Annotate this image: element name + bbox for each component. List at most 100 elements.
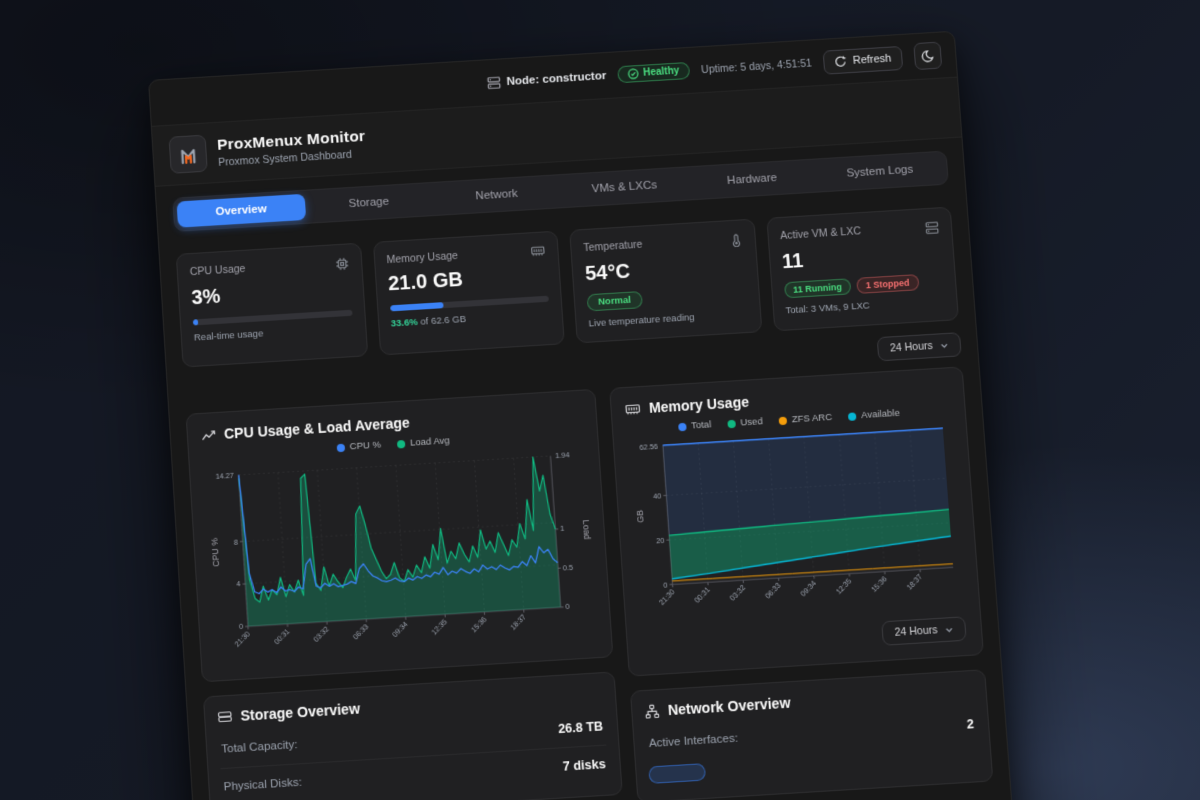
dashboard-columns: CPU Usage & Load Average CPU % Load Avg 2… bbox=[186, 366, 994, 800]
svg-text:4: 4 bbox=[236, 580, 241, 589]
interface-badge[interactable] bbox=[648, 763, 706, 784]
svg-text:40: 40 bbox=[653, 491, 662, 501]
legend-label: Available bbox=[861, 408, 900, 421]
svg-text:15:36: 15:36 bbox=[469, 615, 488, 635]
legend-label: CPU % bbox=[349, 439, 381, 452]
legend-label: Used bbox=[740, 416, 763, 428]
memory-progress-fill bbox=[390, 302, 444, 311]
tab-overview[interactable]: Overview bbox=[177, 194, 306, 228]
memory-chart-svg: 21:30 00:31 03:32 06:33 09:34 12:35 15:36 18:37… bbox=[627, 418, 967, 633]
legend-item: Total bbox=[678, 419, 712, 432]
svg-text:03:32: 03:32 bbox=[728, 583, 747, 603]
svg-text:00:31: 00:31 bbox=[693, 585, 712, 605]
cpu-progress-bar bbox=[193, 310, 352, 326]
svg-text:03:32: 03:32 bbox=[311, 624, 330, 644]
cpu-chart-title: CPU Usage & Load Average bbox=[224, 414, 411, 442]
hard-drive-icon bbox=[217, 709, 233, 724]
legend-label: Total bbox=[691, 419, 712, 431]
svg-text:18:37: 18:37 bbox=[905, 572, 924, 592]
memory-time-range-select[interactable]: 24 Hours bbox=[882, 617, 967, 646]
legend-item: Available bbox=[848, 408, 900, 422]
storage-card-title: Storage Overview bbox=[240, 700, 360, 724]
proxmenux-logo bbox=[169, 135, 208, 174]
vm-running-badge: 11 Running bbox=[784, 278, 852, 298]
cpu-value: 3% bbox=[191, 278, 351, 311]
temperature-card: Temperature 54°C Normal Live temperature… bbox=[569, 219, 762, 344]
cpu-note: Real-time usage bbox=[194, 323, 354, 344]
memory-value: 21.0 GB bbox=[388, 264, 548, 297]
legend-item: Used bbox=[727, 416, 763, 429]
svg-text:0: 0 bbox=[663, 580, 668, 589]
active-vm-card: Active VM & LXC 11 11 Running 1 Stopped bbox=[766, 207, 959, 332]
legend-item: ZFS ARC bbox=[778, 412, 832, 426]
legend-dot bbox=[678, 422, 687, 431]
temperature-status-badge: Normal bbox=[587, 291, 643, 311]
network-card-title: Network Overview bbox=[667, 695, 791, 719]
legend-label: ZFS ARC bbox=[791, 412, 832, 426]
svg-text:0: 0 bbox=[239, 622, 244, 631]
svg-text:12:35: 12:35 bbox=[834, 576, 853, 596]
server-stack-icon bbox=[924, 220, 939, 235]
svg-text:18:37: 18:37 bbox=[508, 612, 527, 632]
tab-system-logs[interactable]: System Logs bbox=[815, 155, 945, 189]
cpu-chart-svg: 21:30 00:31 03:32 06:33 09:34 12:35 15:36 18:37… bbox=[203, 440, 599, 672]
theme-toggle-button[interactable] bbox=[913, 42, 942, 71]
network-overview-card: Network Overview Active Interfaces: 2 bbox=[630, 670, 993, 800]
legend-dot bbox=[778, 416, 787, 425]
left-column: CPU Usage & Load Average CPU % Load Avg 2… bbox=[186, 389, 623, 800]
node-info: Node: constructor bbox=[486, 69, 606, 90]
stat-row-label: Total Capacity: bbox=[221, 738, 298, 755]
svg-text:Load: Load bbox=[581, 519, 592, 539]
stat-row-value: 2 bbox=[966, 717, 974, 732]
refresh-icon bbox=[834, 55, 847, 68]
network-nodes-icon bbox=[644, 703, 660, 719]
temperature-card-label: Temperature bbox=[583, 239, 643, 255]
cpu-usage-card: CPU Usage 3% Real-time usage bbox=[176, 243, 368, 368]
svg-text:1: 1 bbox=[560, 524, 565, 533]
tab-hardware[interactable]: Hardware bbox=[687, 163, 817, 197]
stat-row-value: 7 disks bbox=[562, 756, 606, 773]
chevron-down-icon bbox=[944, 625, 954, 635]
trending-line-icon bbox=[201, 428, 217, 442]
memory-progress-bar bbox=[390, 296, 549, 312]
moon-icon bbox=[921, 49, 935, 63]
svg-text:1.94: 1.94 bbox=[555, 451, 570, 461]
check-circle-icon bbox=[628, 68, 640, 80]
stat-row-value: 26.8 TB bbox=[558, 719, 604, 736]
svg-text:14.27: 14.27 bbox=[215, 471, 234, 481]
cpu-progress-fill bbox=[193, 319, 198, 325]
svg-text:62.56: 62.56 bbox=[639, 441, 658, 451]
svg-text:0.5: 0.5 bbox=[563, 563, 574, 573]
memory-icon bbox=[624, 402, 641, 416]
memory-card-label: Memory Usage bbox=[386, 250, 458, 266]
temperature-note: Live temperature reading bbox=[588, 309, 748, 330]
tab-storage[interactable]: Storage bbox=[304, 186, 433, 220]
legend-dot bbox=[397, 439, 406, 448]
vm-count-value: 11 bbox=[781, 241, 941, 274]
time-range-select[interactable]: 24 Hours bbox=[877, 332, 962, 361]
vm-note: Total: 3 VMs, 9 LXC bbox=[785, 296, 945, 317]
tab-network[interactable]: Network bbox=[432, 178, 561, 212]
node-label: Node: constructor bbox=[506, 70, 606, 88]
legend-item: Load Avg bbox=[397, 435, 450, 449]
chevron-down-icon bbox=[939, 340, 949, 350]
thermometer-icon bbox=[729, 232, 743, 247]
vm-card-label: Active VM & LXC bbox=[780, 225, 862, 242]
svg-text:21:30: 21:30 bbox=[233, 629, 252, 649]
legend-label: Load Avg bbox=[410, 435, 450, 449]
memory-usage-card: Memory Usage 21.0 GB 33.6% of 62.6 GB bbox=[372, 231, 564, 356]
memory-note: 33.6% of 62.6 GB bbox=[390, 309, 550, 330]
legend-dot bbox=[336, 443, 345, 452]
storage-rows: Total Capacity: 26.8 TB Physical Disks: 7 d… bbox=[218, 707, 609, 800]
tab-vms-lxcs[interactable]: VMs & LXCs bbox=[560, 170, 690, 204]
app-titles: ProxMenux Monitor Proxmox System Dashboa… bbox=[217, 127, 367, 168]
refresh-button[interactable]: Refresh bbox=[823, 45, 903, 74]
dashboard-content: CPU Usage 3% Real-time usage bbox=[158, 184, 1010, 800]
stat-row-label: Physical Disks: bbox=[223, 776, 302, 793]
legend-item: CPU % bbox=[336, 439, 381, 453]
memory-icon bbox=[530, 244, 546, 257]
uptime-text: Uptime: 5 days, 4:51:51 bbox=[701, 57, 813, 76]
svg-text:GB: GB bbox=[635, 510, 646, 524]
svg-text:09:34: 09:34 bbox=[799, 579, 818, 599]
legend-dot bbox=[848, 412, 857, 421]
